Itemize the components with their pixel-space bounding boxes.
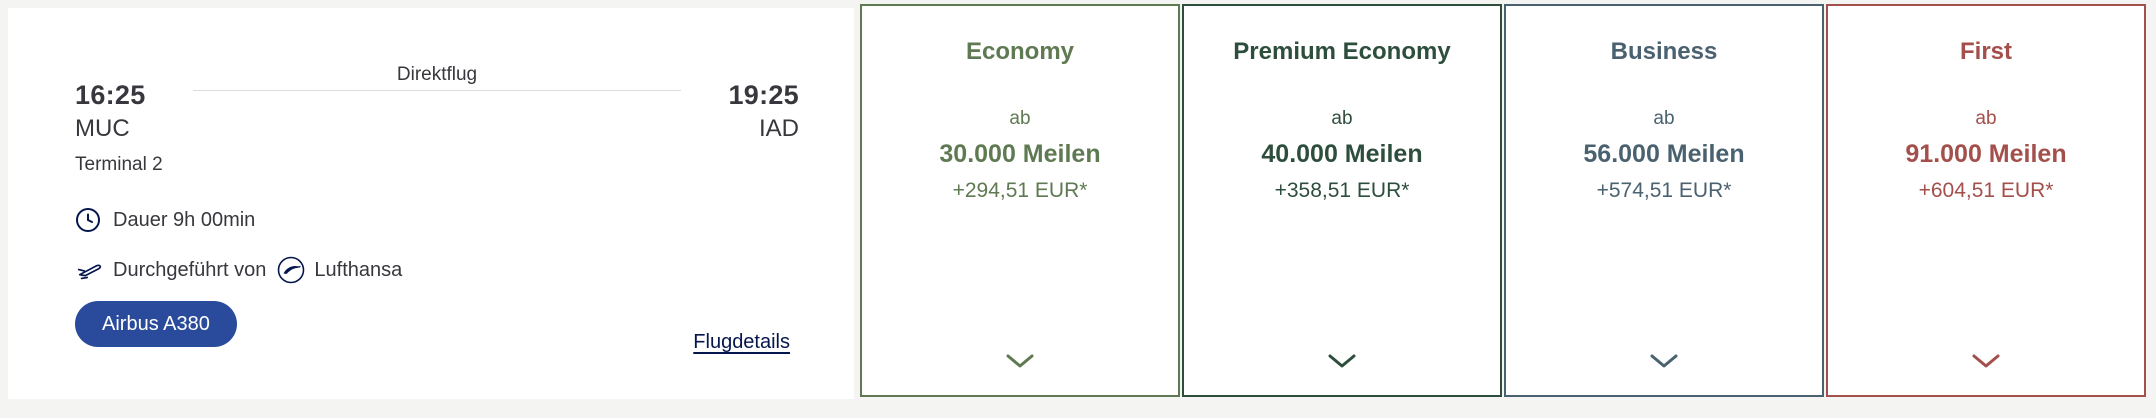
- fare-cabin-title: Business: [1610, 38, 1718, 65]
- fare-from-label: ab: [1653, 108, 1675, 129]
- fare-surcharge: +294,51 EUR*: [952, 179, 1088, 202]
- operated-by-text: Durchgeführt von: [113, 258, 267, 281]
- fare-miles: 40.000 Meilen: [1261, 140, 1423, 168]
- fare-price-group: ab 91.000 Meilen +604,51 EUR*: [1905, 108, 2066, 204]
- fare-from-label: ab: [1009, 108, 1031, 129]
- duration-row: Dauer 9h 00min: [75, 207, 799, 233]
- chevron-down-icon[interactable]: [1323, 349, 1361, 373]
- arrival-block: 19:25 IAD: [699, 64, 799, 144]
- duration-text: Dauer 9h 00min: [113, 208, 256, 231]
- aircraft-badge: Airbus A380: [75, 301, 237, 347]
- airline-name: Lufthansa: [314, 258, 403, 281]
- fare-surcharge: +358,51 EUR*: [1274, 179, 1410, 202]
- arrival-time: 19:25: [728, 80, 799, 110]
- arrival-airport: IAD: [758, 115, 799, 142]
- fare-from-label: ab: [1331, 108, 1353, 129]
- lufthansa-logo-icon: [276, 255, 306, 285]
- fare-surcharge: +574,51 EUR*: [1596, 179, 1732, 202]
- operated-by-row: Durchgeführt von Lufthansa: [75, 255, 799, 285]
- flight-details-link[interactable]: Flugdetails: [687, 330, 796, 355]
- route-row: 16:25 MUC Terminal 2 Direktflug 19:25 IA…: [75, 64, 799, 177]
- clock-icon: [75, 207, 105, 233]
- departure-terminal: Terminal 2: [75, 154, 163, 175]
- fare-surcharge: +604,51 EUR*: [1918, 179, 2054, 202]
- fare-from-label: ab: [1975, 108, 1997, 129]
- fare-price-group: ab 30.000 Meilen +294,51 EUR*: [939, 108, 1100, 204]
- fare-miles: 30.000 Meilen: [939, 140, 1101, 168]
- fare-price-group: ab 56.000 Meilen +574,51 EUR*: [1583, 108, 1744, 204]
- fare-cabin-title: Premium Economy: [1233, 38, 1451, 65]
- departure-block: 16:25 MUC Terminal 2: [75, 64, 175, 177]
- fare-cabin-title: Economy: [965, 38, 1075, 65]
- fare-card-premium-economy[interactable]: Premium Economy ab 40.000 Meilen +358,51…: [1182, 4, 1502, 397]
- fare-card-business[interactable]: Business ab 56.000 Meilen +574,51 EUR*: [1504, 4, 1824, 397]
- connection-label: Direktflug: [396, 64, 478, 85]
- route-line: [193, 90, 681, 91]
- fare-miles: 56.000 Meilen: [1583, 140, 1745, 168]
- fare-card-first[interactable]: First ab 91.000 Meilen +604,51 EUR*: [1826, 4, 2146, 397]
- departure-airport: MUC: [75, 115, 130, 142]
- chevron-down-icon[interactable]: [1967, 349, 2005, 373]
- fare-miles: 91.000 Meilen: [1905, 140, 2067, 168]
- chevron-down-icon[interactable]: [1645, 349, 1683, 373]
- plane-icon: [75, 257, 105, 283]
- connection-block: Direktflug: [193, 64, 681, 91]
- fare-card-economy[interactable]: Economy ab 30.000 Meilen +294,51 EUR*: [860, 4, 1180, 397]
- flight-info-panel: 16:25 MUC Terminal 2 Direktflug 19:25 IA…: [8, 8, 854, 399]
- departure-time: 16:25: [75, 80, 146, 110]
- fare-cards: Economy ab 30.000 Meilen +294,51 EUR* Pr…: [860, 4, 2146, 397]
- fare-price-group: ab 40.000 Meilen +358,51 EUR*: [1261, 108, 1422, 204]
- chevron-down-icon[interactable]: [1001, 349, 1039, 373]
- fare-cabin-title: First: [1959, 38, 2012, 65]
